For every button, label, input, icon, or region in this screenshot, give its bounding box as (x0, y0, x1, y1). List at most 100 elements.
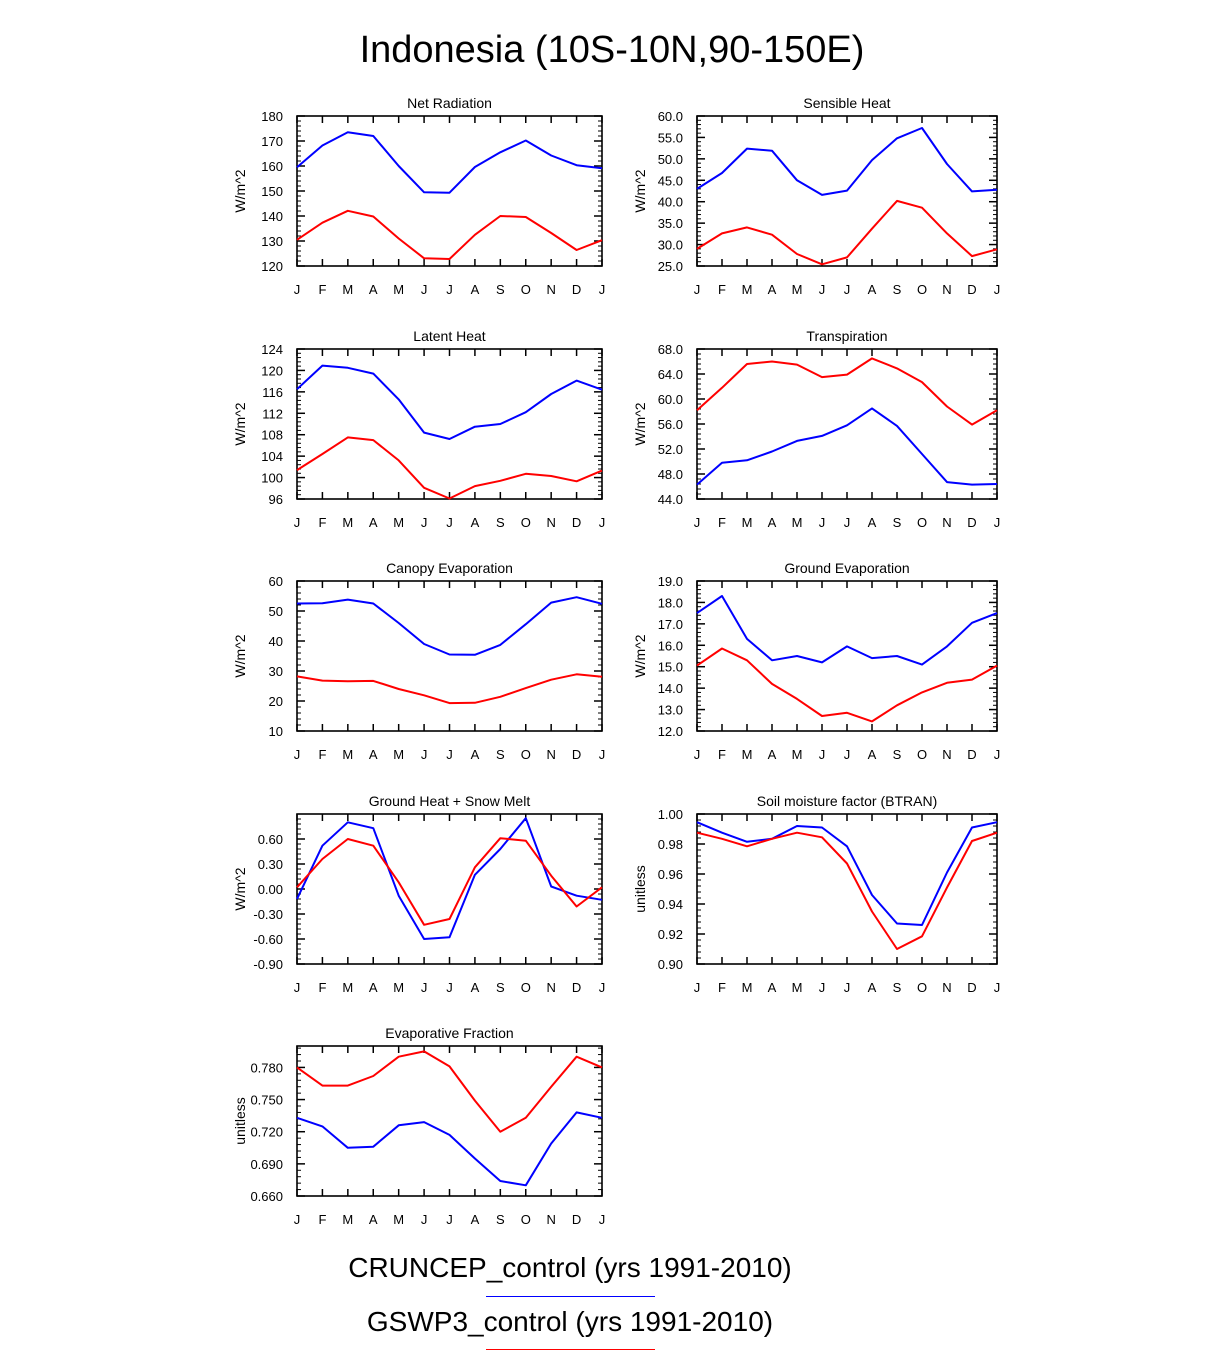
panel-title: Latent Heat (413, 328, 485, 344)
x-tick-label: M (393, 1212, 404, 1227)
y-tick-label: 55.0 (658, 130, 683, 145)
y-tick-label: 150 (261, 184, 283, 199)
series-line-gswp3 (296, 673, 603, 705)
y-axis-label: W/m^2 (632, 402, 648, 445)
series-line-gswp3 (296, 1050, 603, 1133)
legend-label-gswp3: GSWP3_control (yrs 1991-2010) (366, 1306, 774, 1337)
x-tick-label: M (393, 980, 404, 995)
x-tick-label: N (942, 747, 951, 762)
y-tick-label: 108 (261, 428, 283, 443)
y-axis-label: unitless (632, 865, 648, 912)
series-line-cruncep (296, 817, 603, 940)
x-tick-label: J (844, 515, 851, 530)
x-tick-label: D (572, 515, 581, 530)
y-tick-label: 1.00 (658, 807, 683, 822)
x-tick-label: F (318, 1212, 326, 1227)
y-tick-label: 35.0 (658, 216, 683, 231)
y-tick-label: 30 (269, 664, 283, 679)
x-tick-label: J (421, 980, 428, 995)
plot-frame (296, 115, 603, 267)
y-tick-label: 140 (261, 209, 283, 224)
series-line-cruncep (296, 1111, 603, 1187)
series-line-cruncep (296, 364, 603, 440)
x-tick-label: J (421, 282, 428, 297)
x-tick-label: M (742, 747, 753, 762)
x-tick-label: A (369, 980, 378, 995)
x-tick-label: F (318, 980, 326, 995)
panel-title: Evaporative Fraction (385, 1025, 513, 1041)
y-tick-label: 160 (261, 159, 283, 174)
x-tick-label: J (294, 515, 301, 530)
y-tick-label: 60 (269, 574, 283, 589)
x-tick-label: J (599, 515, 606, 530)
series-line-cruncep (696, 127, 998, 196)
series-line-gswp3 (696, 357, 998, 426)
x-tick-label: F (718, 515, 726, 530)
x-tick-label: J (446, 747, 453, 762)
panel-title: Sensible Heat (803, 95, 890, 111)
x-tick-label: N (942, 980, 951, 995)
plot-frame (696, 813, 998, 965)
x-tick-label: J (599, 980, 606, 995)
x-tick-label: J (694, 747, 701, 762)
x-tick-label: J (994, 282, 1001, 297)
x-tick-label: D (967, 980, 976, 995)
series-line-cruncep (296, 131, 603, 194)
y-tick-label: 52.0 (658, 442, 683, 457)
y-tick-label: 0.94 (658, 897, 683, 912)
x-tick-label: M (393, 515, 404, 530)
y-tick-label: 25.0 (658, 259, 683, 274)
x-tick-label: S (496, 282, 505, 297)
x-tick-label: A (471, 515, 480, 530)
series-line-gswp3 (296, 436, 603, 500)
x-tick-label: A (868, 980, 877, 995)
x-tick-label: O (917, 747, 927, 762)
x-tick-label: J (421, 515, 428, 530)
x-tick-label: O (521, 282, 531, 297)
x-tick-label: M (792, 515, 803, 530)
x-tick-label: J (446, 515, 453, 530)
x-tick-label: S (893, 980, 902, 995)
x-tick-label: M (742, 282, 753, 297)
y-tick-label: 0.98 (658, 837, 683, 852)
y-tick-label: 64.0 (658, 367, 683, 382)
x-tick-label: M (742, 515, 753, 530)
y-tick-label: 40.0 (658, 195, 683, 210)
x-tick-label: A (868, 282, 877, 297)
y-tick-label: 45.0 (658, 173, 683, 188)
series-line-gswp3 (696, 831, 998, 950)
x-tick-label: J (819, 282, 826, 297)
x-tick-label: F (318, 747, 326, 762)
panel-title: Ground Heat + Snow Melt (369, 793, 531, 809)
x-tick-label: J (599, 282, 606, 297)
x-tick-label: J (994, 747, 1001, 762)
y-tick-label: 50.0 (658, 152, 683, 167)
x-tick-label: J (294, 1212, 301, 1227)
series-line-gswp3 (296, 209, 603, 260)
y-tick-label: 20 (269, 694, 283, 709)
x-tick-label: A (868, 515, 877, 530)
panel-title: Net Radiation (407, 95, 492, 111)
y-tick-label: 0.720 (250, 1125, 283, 1140)
series-line-cruncep (696, 407, 998, 486)
x-tick-label: J (446, 980, 453, 995)
x-tick-label: M (342, 515, 353, 530)
y-tick-label: 116 (262, 385, 283, 400)
x-tick-label: J (446, 1212, 453, 1227)
y-axis-label: W/m^2 (232, 634, 248, 677)
y-tick-label: 16.0 (658, 638, 683, 653)
x-tick-label: M (342, 282, 353, 297)
x-tick-label: O (917, 282, 927, 297)
x-tick-label: J (844, 980, 851, 995)
y-tick-label: 48.0 (658, 467, 683, 482)
x-tick-label: J (599, 747, 606, 762)
series-line-cruncep (296, 596, 603, 656)
